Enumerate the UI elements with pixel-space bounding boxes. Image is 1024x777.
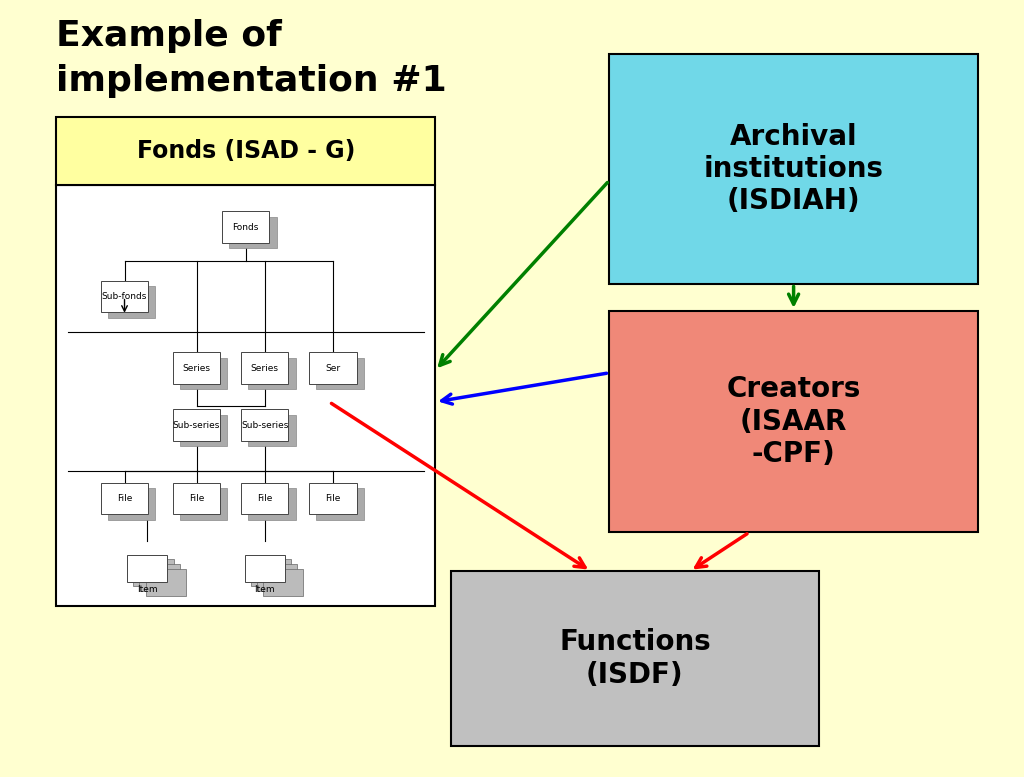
FancyBboxPatch shape <box>609 54 978 284</box>
Text: File: File <box>188 494 204 503</box>
Text: Sub-fonds: Sub-fonds <box>101 292 147 301</box>
Text: Creators
(ISAAR
-CPF): Creators (ISAAR -CPF) <box>726 375 861 468</box>
FancyBboxPatch shape <box>180 358 227 389</box>
FancyBboxPatch shape <box>241 409 289 441</box>
FancyBboxPatch shape <box>173 409 220 441</box>
Text: Sub-series: Sub-series <box>241 420 289 430</box>
FancyBboxPatch shape <box>248 489 296 520</box>
Text: Fonds: Fonds <box>232 223 259 232</box>
FancyBboxPatch shape <box>56 185 435 606</box>
FancyBboxPatch shape <box>229 217 276 249</box>
FancyBboxPatch shape <box>263 569 303 596</box>
FancyBboxPatch shape <box>139 564 179 591</box>
FancyBboxPatch shape <box>108 489 156 520</box>
Text: File: File <box>326 494 341 503</box>
Text: Series: Series <box>182 364 211 373</box>
FancyBboxPatch shape <box>173 353 220 384</box>
FancyBboxPatch shape <box>251 559 291 587</box>
FancyBboxPatch shape <box>127 555 167 582</box>
FancyBboxPatch shape <box>245 555 285 582</box>
FancyBboxPatch shape <box>316 489 364 520</box>
Text: Fonds (ISAD - G): Fonds (ISAD - G) <box>136 139 355 163</box>
FancyBboxPatch shape <box>133 559 173 587</box>
FancyBboxPatch shape <box>241 353 289 384</box>
FancyBboxPatch shape <box>222 211 269 243</box>
Text: Series: Series <box>251 364 279 373</box>
FancyBboxPatch shape <box>241 483 289 514</box>
FancyBboxPatch shape <box>100 280 148 312</box>
FancyBboxPatch shape <box>180 415 227 446</box>
FancyBboxPatch shape <box>180 489 227 520</box>
Text: File: File <box>257 494 272 503</box>
FancyBboxPatch shape <box>145 569 185 596</box>
Text: Item: Item <box>254 586 275 594</box>
Text: Example of
implementation #1: Example of implementation #1 <box>56 19 447 98</box>
FancyBboxPatch shape <box>309 353 356 384</box>
Text: Archival
institutions
(ISDIAH): Archival institutions (ISDIAH) <box>703 123 884 215</box>
Text: Ser: Ser <box>326 364 340 373</box>
FancyBboxPatch shape <box>609 311 978 532</box>
FancyBboxPatch shape <box>248 358 296 389</box>
Text: File: File <box>117 494 132 503</box>
FancyBboxPatch shape <box>316 358 364 389</box>
FancyBboxPatch shape <box>56 117 435 185</box>
FancyBboxPatch shape <box>100 483 148 514</box>
FancyBboxPatch shape <box>257 564 297 591</box>
Text: Functions
(ISDF): Functions (ISDF) <box>559 629 711 688</box>
FancyBboxPatch shape <box>248 415 296 446</box>
FancyBboxPatch shape <box>173 483 220 514</box>
FancyBboxPatch shape <box>309 483 356 514</box>
FancyBboxPatch shape <box>108 286 156 318</box>
FancyBboxPatch shape <box>451 571 819 746</box>
Text: Sub-series: Sub-series <box>173 420 220 430</box>
Text: Item: Item <box>137 586 158 594</box>
